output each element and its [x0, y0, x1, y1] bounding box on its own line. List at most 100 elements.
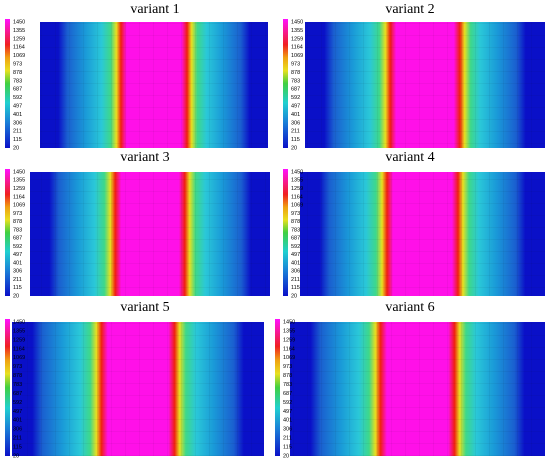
colorbar-tick-label: 1450	[13, 19, 25, 25]
colorbar-tick-label: 497	[283, 409, 292, 415]
colorbar-tick-label: 1450	[13, 319, 25, 325]
colorbar-tick-label: 20	[13, 293, 19, 299]
colorbar-tick-label: 115	[13, 137, 22, 143]
panel-title: variant 6	[385, 300, 434, 315]
colorbar-tick-label: 1355	[13, 28, 25, 34]
colorbar-tick-label: 973	[283, 364, 292, 370]
colorbar-tick-label: 783	[283, 382, 292, 388]
colorbar-tick-label: 497	[13, 409, 22, 415]
colorbar-tick-label: 783	[13, 227, 22, 233]
colorbar-tick-label: 973	[13, 364, 22, 370]
colorbar-tick-label: 1259	[291, 36, 303, 42]
colorbar-tick-label: 878	[283, 373, 292, 379]
colorbar-tick-label: 1355	[13, 178, 25, 184]
colorbar-tick-label: 687	[13, 87, 22, 93]
colorbar-tick-label: 497	[291, 252, 300, 258]
colorbar-tick-label: 878	[13, 219, 22, 225]
colorbar-tick-label: 306	[13, 269, 22, 275]
colorbar-tick-label: 1164	[291, 194, 303, 200]
colorbar-tick-label: 1164	[13, 346, 25, 352]
panel-title: variant 3	[120, 150, 169, 165]
colorbar-tick-label: 973	[13, 61, 22, 67]
colorbar-tick-label: 878	[13, 70, 22, 76]
colorbar-tick-label: 973	[291, 61, 300, 67]
colorbar-tick-label: 115	[13, 445, 22, 451]
colorbar-tick-label: 687	[291, 87, 300, 93]
colorbar	[283, 19, 288, 148]
colorbar-tick-label: 687	[13, 236, 22, 242]
colorbar-tick-label: 878	[291, 219, 300, 225]
colorbar-tick-label: 115	[291, 285, 300, 291]
colorbar-tick-label: 1164	[13, 45, 25, 51]
colorbar-tick-label: 1450	[291, 169, 303, 175]
colorbar-tick-label: 401	[283, 418, 292, 424]
colorbar-tick-label: 497	[291, 103, 300, 109]
colorbar-tick-label: 1164	[291, 45, 303, 51]
colorbar	[5, 169, 10, 296]
colorbar-tick-label: 1259	[283, 337, 295, 343]
colorbar-tick-label: 1069	[291, 53, 303, 59]
colorbar-tick-label: 401	[291, 260, 300, 266]
colorbar-tick-label: 401	[13, 418, 22, 424]
heatmap-grid	[30, 172, 270, 296]
colorbar-tick-label: 211	[13, 129, 22, 135]
colorbar-tick-label: 20	[13, 145, 19, 151]
colorbar-tick-label: 211	[13, 277, 22, 283]
colorbar-tick-label: 783	[13, 382, 22, 388]
colorbar-tick-label: 306	[291, 120, 300, 126]
colorbar-tick-label: 783	[291, 78, 300, 84]
heatmap-grid	[300, 172, 545, 296]
colorbar-tick-label: 115	[291, 137, 300, 143]
colorbar-tick-label: 211	[291, 129, 300, 135]
colorbar-tick-label: 687	[291, 236, 300, 242]
colorbar-tick-label: 878	[291, 70, 300, 76]
colorbar-tick-label: 497	[13, 252, 22, 258]
colorbar-tick-label: 1259	[291, 186, 303, 192]
panel-title: variant 5	[120, 300, 169, 315]
colorbar-tick-label: 306	[283, 427, 292, 433]
heatmap-grid	[12, 322, 264, 456]
panel-title: variant 2	[385, 2, 434, 17]
colorbar-tick-label: 20	[13, 453, 19, 459]
colorbar-tick-label: 592	[13, 244, 22, 250]
colorbar-tick-label: 1450	[291, 19, 303, 25]
colorbar-tick-label: 306	[13, 120, 22, 126]
colorbar-tick-label: 1355	[13, 328, 25, 334]
colorbar-tick-label: 1355	[291, 178, 303, 184]
colorbar-tick-label: 592	[13, 95, 22, 101]
colorbar-tick-label: 20	[291, 293, 297, 299]
colorbar-tick-label: 401	[13, 260, 22, 266]
colorbar-tick-label: 592	[291, 95, 300, 101]
colorbar-tick-label: 783	[13, 78, 22, 84]
colorbar-tick-label: 1069	[13, 203, 25, 209]
colorbar-tick-label: 1355	[291, 28, 303, 34]
colorbar-tick-label: 592	[283, 400, 292, 406]
heatmap-grid	[290, 322, 545, 456]
colorbar-tick-label: 20	[283, 453, 289, 459]
colorbar-tick-label: 401	[13, 112, 22, 118]
colorbar-tick-label: 1164	[283, 346, 295, 352]
colorbar-tick-label: 973	[13, 211, 22, 217]
heatmap-grid	[40, 22, 268, 148]
colorbar	[275, 319, 280, 456]
panel-title: variant 4	[385, 150, 434, 165]
colorbar-tick-label: 1069	[291, 203, 303, 209]
colorbar-tick-label: 1069	[13, 53, 25, 59]
colorbar-tick-label: 973	[291, 211, 300, 217]
colorbar	[5, 319, 10, 456]
colorbar-tick-label: 401	[291, 112, 300, 118]
colorbar-tick-label: 1164	[13, 194, 25, 200]
heatmap-grid	[305, 22, 545, 148]
colorbar	[5, 19, 10, 148]
colorbar-tick-label: 211	[291, 277, 300, 283]
colorbar-tick-label: 1069	[13, 355, 25, 361]
colorbar-tick-label: 1259	[13, 36, 25, 42]
colorbar-tick-label: 1450	[13, 169, 25, 175]
colorbar-tick-label: 1259	[13, 337, 25, 343]
colorbar-tick-label: 306	[13, 427, 22, 433]
colorbar-tick-label: 1450	[283, 319, 295, 325]
colorbar-tick-label: 687	[283, 391, 292, 397]
colorbar-tick-label: 1355	[283, 328, 295, 334]
colorbar-tick-label: 1259	[13, 186, 25, 192]
